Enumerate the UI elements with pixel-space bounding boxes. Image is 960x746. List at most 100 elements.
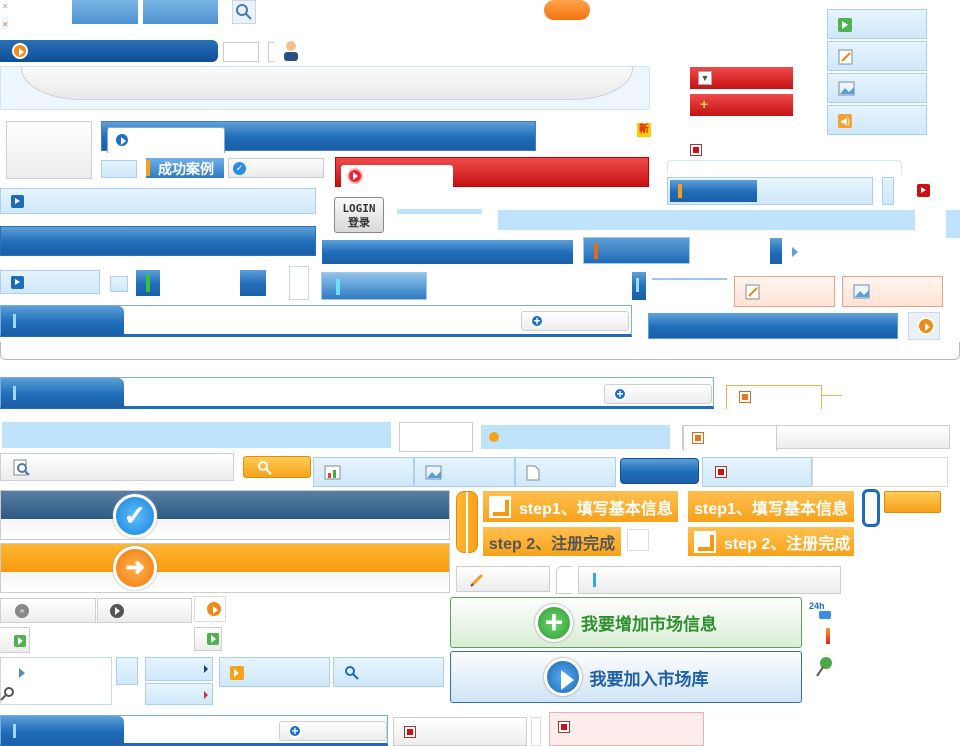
search-field-blue[interactable] [333,657,444,687]
blue-tab-with-marker[interactable] [583,237,690,264]
arrow-right-icon [114,132,130,148]
search-icon[interactable] [0,686,16,702]
progress-fill [670,180,757,202]
dropdown-button-2[interactable] [145,683,213,705]
nav-bar-with-arrow[interactable] [0,40,218,62]
top-tab-2[interactable] [143,0,218,24]
close-icon [404,726,416,738]
step1-label-b: step1、填写基本信息 [694,500,848,518]
arrow-right-icon[interactable]: ➜ [113,546,157,590]
orange-small-button[interactable] [884,491,941,513]
orange-search-button[interactable] [243,456,311,478]
orange-outline-tab[interactable] [726,385,822,409]
dropdown-button-1[interactable] [145,657,213,681]
fast-forward-icon: » [15,604,29,618]
step2-button-b[interactable]: step 2、注册完成 [688,527,854,556]
orange-arrow-field[interactable] [219,657,330,687]
peach-image-button[interactable] [842,276,943,307]
login-label-cn: 登录 [348,216,370,229]
success-cases-tab[interactable]: 成功案例 [146,158,224,178]
panel-tab-active-2[interactable] [1,378,124,408]
green-play-button-left[interactable] [0,627,30,653]
step-spacer-box [627,529,649,551]
blue-bar-right [648,313,898,339]
orange-red-marker [826,628,830,644]
step2-button-a[interactable]: step 2、注册完成 [483,527,621,556]
small-input-edge[interactable] [268,42,274,62]
red-play-button[interactable] [917,184,930,197]
peach-edit-button[interactable] [734,276,835,307]
red-button-add[interactable]: + [690,94,793,116]
step1-button-b[interactable]: step1、填写基本信息 [688,491,854,522]
edit-action-button[interactable] [827,41,927,71]
success-cases-label: 成功案例 [158,161,214,177]
top-tab-1[interactable] [72,0,138,24]
light-nav-bar[interactable] [0,188,316,214]
search-doc-field[interactable] [0,453,234,481]
join-market-db-button[interactable]: 我要加入市场库 [450,651,802,703]
login-button[interactable]: LOGIN 登录 [334,197,384,233]
orange-arrow-button[interactable] [908,312,940,340]
arrow-right-icon[interactable] [792,247,798,257]
small-input-box[interactable] [223,42,259,62]
pale-blue-strip-with-dot[interactable] [481,425,670,449]
chevron-right-icon [204,665,208,673]
green-play-button-right[interactable] [194,627,222,651]
blue-square-block [240,270,266,296]
orange-pill-button[interactable] [544,0,590,20]
image-icon [853,284,870,299]
24h-service-icon: 24h [809,601,833,623]
small-light-block [882,177,894,205]
step1-button-a[interactable]: step1、填写基本信息 [483,491,678,522]
blue-bracket [862,489,880,527]
image-icon [425,465,442,480]
check-input-field[interactable]: ✓ [228,158,324,178]
check-icon[interactable]: ✓ [113,494,157,538]
add-icon: + [613,387,627,401]
pink-alert-box[interactable] [549,712,704,746]
blue-pill-button[interactable] [620,458,699,484]
add-market-info-button[interactable]: + 我要增加市场信息 [450,597,802,648]
add-button[interactable]: + [521,311,629,331]
tabbed-panel-1: + [0,305,632,337]
edit-icon [838,49,853,65]
light-play-tab[interactable] [0,270,100,294]
play-action-button[interactable] [827,9,927,39]
gray-field-with-marker[interactable] [578,566,841,594]
red-button-download[interactable]: ▼ [690,67,793,89]
play-icon [838,18,852,32]
close-doc-button[interactable] [702,457,812,487]
document-button[interactable] [515,457,616,487]
close-doc-tab[interactable] [393,717,527,746]
search-button[interactable] [232,0,256,24]
pale-blue-strip [2,422,391,448]
orange-arrow-small[interactable] [194,596,226,622]
step2-label-a: step 2、注册完成 [488,535,616,553]
add-button-3[interactable]: + [279,721,387,741]
blue-tab-button[interactable] [321,272,427,300]
small-light-tab[interactable] [101,160,137,178]
image-action-button[interactable] [827,73,927,103]
blue-tab-edge [632,272,646,300]
close-mark-1[interactable]: ✕ [2,2,9,11]
next-button[interactable] [97,598,192,623]
forward-button[interactable]: » [0,598,96,623]
download-icon: ▼ [698,71,712,85]
image-button[interactable] [414,457,515,487]
tab-active[interactable] [107,127,225,153]
sound-action-button[interactable]: ◀) [827,105,927,135]
close-mark-2[interactable]: ✕ [2,20,9,29]
add-button-2[interactable]: + [604,384,712,404]
play-outline-box[interactable] [0,657,112,705]
chart-button[interactable] [313,457,414,487]
user-icon [284,41,298,61]
play-icon [19,668,25,678]
document-icon [526,465,540,481]
gray-tab-strip [682,425,950,451]
red-tab-active[interactable] [341,165,453,189]
arrow-right-icon [12,43,28,59]
panel-tab-active[interactable] [1,306,124,336]
gray-tab-active[interactable] [683,425,777,451]
panel-tab-active-3[interactable] [1,716,124,745]
pencil-field[interactable] [456,566,550,592]
